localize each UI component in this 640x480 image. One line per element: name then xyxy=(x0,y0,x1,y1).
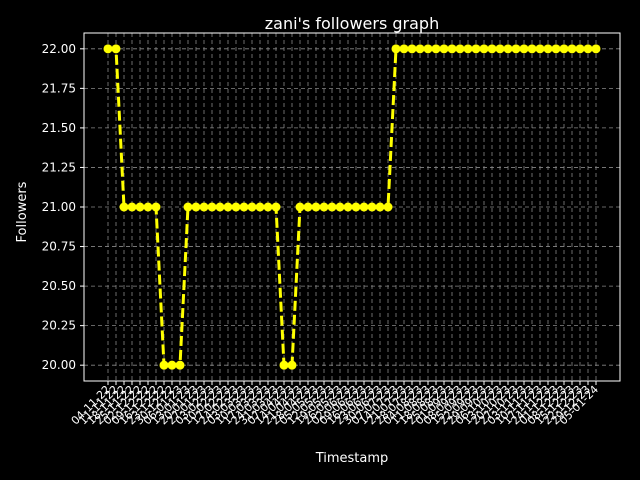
data-point xyxy=(127,202,137,212)
data-point xyxy=(159,360,169,370)
y-tick-label: 20.25 xyxy=(42,319,76,333)
data-point xyxy=(431,44,441,54)
data-point xyxy=(191,202,201,212)
y-tick-label: 20.75 xyxy=(42,240,76,254)
data-point xyxy=(455,44,465,54)
data-point xyxy=(575,44,585,54)
x-axis-label: Timestamp xyxy=(315,451,389,466)
data-point xyxy=(343,202,353,212)
data-point xyxy=(215,202,225,212)
y-axis: 20.00 20.25 20.50 20.75 21.00 21.25 21.50 21.75… xyxy=(42,42,84,372)
x-axis: 04-11-2211-11-2218-11-2225-11-2202-12-22… xyxy=(69,381,601,427)
data-point xyxy=(271,202,281,212)
data-point xyxy=(527,44,537,54)
data-points xyxy=(103,44,601,370)
data-point xyxy=(375,202,385,212)
data-point xyxy=(247,202,257,212)
y-tick-label: 21.25 xyxy=(42,160,76,174)
data-point xyxy=(423,44,433,54)
data-point xyxy=(479,44,489,54)
data-point xyxy=(303,202,313,212)
data-point xyxy=(119,202,129,212)
data-point xyxy=(415,44,425,54)
data-point xyxy=(111,44,121,54)
data-point xyxy=(279,360,289,370)
data-point xyxy=(359,202,369,212)
data-point xyxy=(583,44,593,54)
data-point xyxy=(391,44,401,54)
data-point xyxy=(495,44,505,54)
data-point xyxy=(263,202,273,212)
data-point xyxy=(407,44,417,54)
data-point xyxy=(487,44,497,54)
data-point xyxy=(471,44,481,54)
data-point xyxy=(175,360,185,370)
data-point xyxy=(463,44,473,54)
data-point xyxy=(287,360,297,370)
data-point xyxy=(543,44,553,54)
data-point xyxy=(223,202,233,212)
data-point xyxy=(511,44,521,54)
data-point xyxy=(535,44,545,54)
data-point xyxy=(327,202,337,212)
data-point xyxy=(335,202,345,212)
data-point xyxy=(519,44,529,54)
y-tick-label: 20.50 xyxy=(42,279,76,293)
data-point xyxy=(311,202,321,212)
data-point xyxy=(559,44,569,54)
y-tick-label: 21.50 xyxy=(42,121,76,135)
data-point xyxy=(319,202,329,212)
y-tick-label: 21.00 xyxy=(42,200,76,214)
data-point xyxy=(383,202,393,212)
data-point xyxy=(503,44,513,54)
data-point xyxy=(295,202,305,212)
data-point xyxy=(239,202,249,212)
data-point xyxy=(551,44,561,54)
data-point xyxy=(447,44,457,54)
data-point xyxy=(351,202,361,212)
data-point xyxy=(151,202,161,212)
y-axis-label: Followers xyxy=(15,181,30,242)
y-tick-label: 22.00 xyxy=(42,42,76,56)
data-point xyxy=(567,44,577,54)
data-point xyxy=(183,202,193,212)
data-point xyxy=(255,202,265,212)
data-point xyxy=(143,202,153,212)
data-point xyxy=(207,202,217,212)
data-point xyxy=(367,202,377,212)
data-point xyxy=(439,44,449,54)
data-point xyxy=(103,44,113,54)
data-point xyxy=(167,360,177,370)
data-point xyxy=(591,44,601,54)
y-tick-label: 21.75 xyxy=(42,81,76,95)
data-point xyxy=(231,202,241,212)
chart-title: zani's followers graph xyxy=(265,14,439,33)
data-point xyxy=(399,44,409,54)
y-tick-label: 20.00 xyxy=(42,358,76,372)
data-point xyxy=(199,202,209,212)
data-point xyxy=(135,202,145,212)
grid-lines xyxy=(84,33,620,381)
